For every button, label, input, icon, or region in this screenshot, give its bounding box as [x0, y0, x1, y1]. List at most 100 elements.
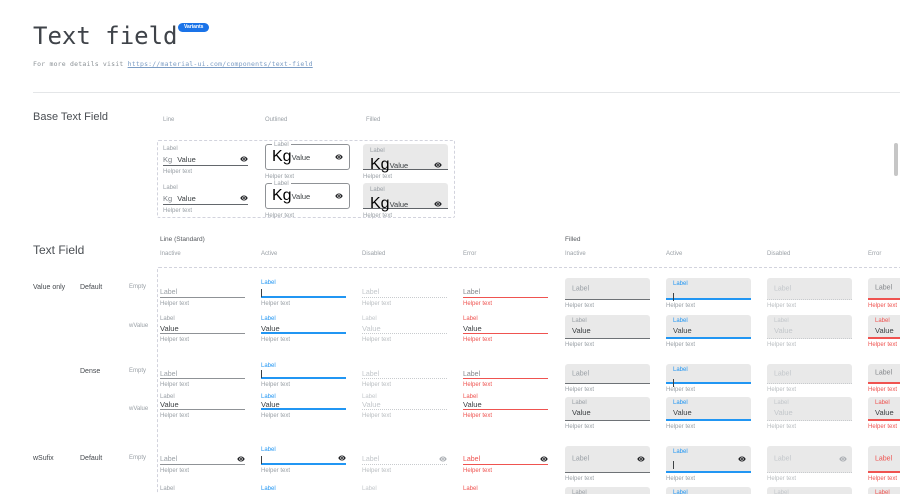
field-float-zone: [362, 279, 447, 287]
text-field-line-error[interactable]: Label Helper text: [463, 362, 548, 388]
helper-text: Helper text: [362, 468, 392, 474]
text-field-filled-inactive[interactable]: Label Helper text: [565, 446, 650, 482]
visibility-icon[interactable]: [637, 455, 645, 463]
text-field-filled-error[interactable]: Label Helper text: [868, 446, 900, 482]
visibility-icon[interactable]: [540, 455, 548, 463]
base-text-field-outlined[interactable]: Label Kg Value Helper text: [265, 141, 350, 180]
text-field-filled-inactive[interactable]: Label Helper text: [565, 364, 650, 393]
text-field-filled-active[interactable]: Label Helper text: [666, 278, 751, 309]
field-value: Value: [673, 408, 692, 417]
text-field-filled-error[interactable]: Label Helper text: [868, 364, 900, 393]
field-input: Label: [463, 287, 548, 298]
base-text-field-line[interactable]: Label Kg Value Helper text: [163, 145, 248, 175]
helper-text: Helper text: [767, 303, 797, 309]
text-field-line-active[interactable]: Label Helper text: [261, 362, 346, 388]
field-input: Value: [261, 400, 346, 410]
field-filled-box: Label Value: [565, 397, 650, 421]
text-field-filled-disabled[interactable]: Label Helper text: [767, 278, 852, 309]
visibility-icon[interactable]: [439, 455, 447, 463]
text-field-filled-disabled[interactable]: Label Helper text: [767, 364, 852, 393]
helper-text: Helper text: [565, 342, 595, 348]
text-field-line-active[interactable]: Label Helper text: [261, 279, 346, 307]
text-field-line-error[interactable]: Label Helper text: [463, 279, 548, 307]
field-filled-box: Label Value: [767, 315, 852, 339]
helper-text: Helper text: [666, 303, 696, 309]
field-label: Label: [673, 367, 688, 373]
text-field-line-disabled[interactable]: Label Helper text: [362, 446, 447, 474]
text-field-line-disabled[interactable]: Label Helper text: [362, 279, 447, 307]
field-filled-box: Label: [868, 364, 900, 384]
base-text-field-line[interactable]: Label Kg Value Helper text: [163, 184, 248, 214]
field-filled-box: Label: [868, 278, 900, 300]
base-text-field-outlined[interactable]: Label Kg Value Helper text: [265, 180, 350, 219]
docs-link[interactable]: https://material-ui.com/components/text-…: [127, 60, 313, 68]
text-field-line-inactive[interactable]: Label Helper text: [160, 279, 245, 307]
text-field-filled-inactive[interactable]: Label Helper text: [565, 278, 650, 309]
visibility-icon[interactable]: [237, 455, 245, 463]
text-field-line-inactive[interactable]: Label Helper text: [160, 362, 245, 388]
text-field-filled-disabled[interactable]: Label Helper text: [767, 446, 852, 482]
field-float-zone: Label: [362, 485, 447, 493]
field-float-zone: Label: [463, 485, 548, 493]
text-field-filled-active[interactable]: Label Helper text: [666, 446, 751, 482]
field-input: Value: [463, 323, 548, 334]
visibility-icon[interactable]: [434, 200, 442, 208]
field-filled-box: Label: [767, 364, 852, 384]
field-value: Value: [261, 324, 280, 333]
visibility-icon[interactable]: [738, 455, 746, 463]
field-float-zone: Label: [160, 393, 245, 400]
field-label: Label: [774, 318, 789, 324]
scrollbar-thumb[interactable]: [894, 143, 898, 176]
text-field-line-active[interactable]: Label Helper text: [261, 446, 346, 474]
field-label: Label: [774, 455, 792, 463]
field-float-zone: Label: [261, 279, 346, 287]
base-text-field-filled[interactable]: Label Kg Value Helper text: [363, 183, 448, 219]
text-field-line-error[interactable]: Label Helper text: [463, 446, 548, 474]
field-float-zone: Label: [261, 315, 346, 323]
text-field-line-disabled[interactable]: Label Helper text: [362, 362, 447, 388]
text-field-line-inactive[interactable]: Label Helper text: [160, 446, 245, 474]
visibility-icon[interactable]: [335, 192, 343, 200]
visibility-icon[interactable]: [240, 194, 248, 202]
field-value: Value: [261, 400, 280, 409]
visibility-icon[interactable]: [839, 455, 847, 463]
field-filled-box: Label: [666, 278, 751, 301]
text-field-filled-active[interactable]: Label Helper text: [666, 364, 751, 393]
field-float-zone: [463, 362, 548, 369]
visibility-icon[interactable]: [434, 161, 442, 169]
text-field-filled-error[interactable]: Label Helper text: [868, 278, 900, 309]
visibility-icon[interactable]: [335, 153, 343, 161]
visibility-icon[interactable]: [240, 155, 248, 163]
field-label: Label: [774, 400, 789, 406]
base-text-field-filled[interactable]: Label Kg Value Helper text: [363, 144, 448, 180]
field-value: Value: [160, 400, 179, 409]
prefix-label: Kg: [272, 148, 292, 165]
field-label: Label: [362, 456, 380, 463]
field-value: Value: [572, 326, 591, 335]
visibility-icon[interactable]: [338, 454, 346, 462]
